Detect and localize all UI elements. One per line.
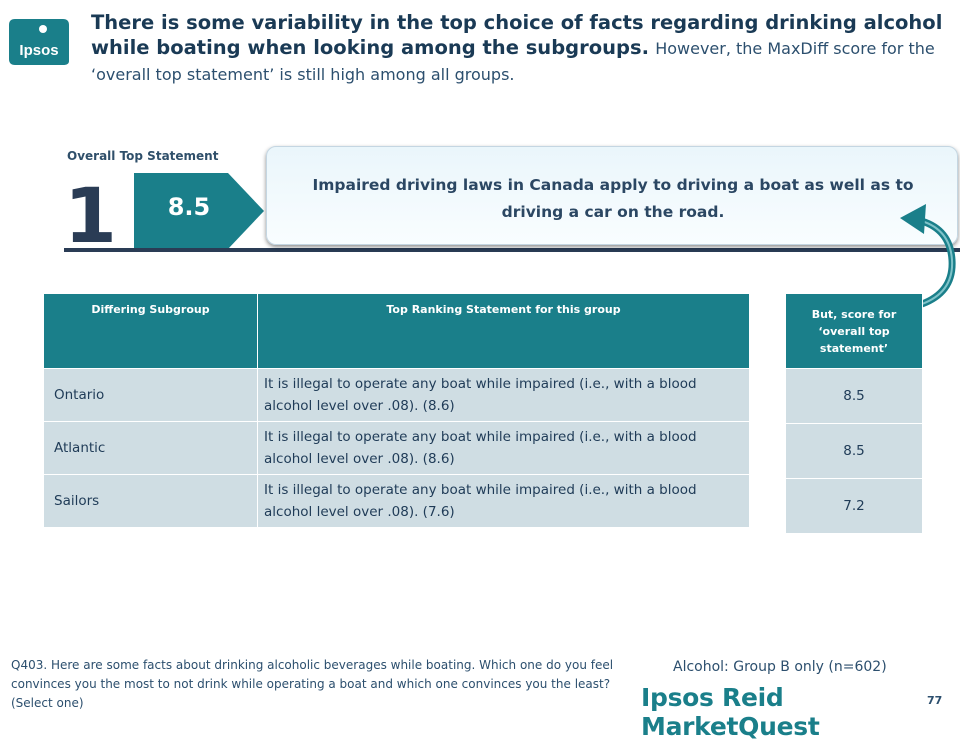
header-overall-score: But, score for ‘overall top statement’ [785,293,923,369]
overall-top-statement-label: Overall Top Statement [67,149,219,163]
overall-score: 8.5 [167,193,211,221]
overall-score-table: But, score for ‘overall top statement’ 8… [785,293,923,534]
rank-number: 1 [64,171,117,260]
subgroup-cell: Sailors [43,474,258,528]
curved-arrow-icon [900,204,956,308]
subgroup-table: Differing Subgroup Top Ranking Statement… [43,293,750,528]
table-row: 8.5 [785,423,923,479]
statement-cell: It is illegal to operate any boat while … [257,368,750,422]
table-row: Atlantic It is illegal to operate any bo… [43,421,750,475]
subgroup-cell: Ontario [43,368,258,422]
svg-text:Ipsos: Ipsos [19,42,58,59]
score-cell: 8.5 [785,423,923,479]
divider-line [64,248,960,252]
table-row: Sailors It is illegal to operate any boa… [43,474,750,528]
page-number: 77 [927,694,943,707]
title-bold: There is some variability in the top cho… [91,11,943,59]
sample-group-note: Alcohol: Group B only (n=602) [673,659,887,675]
header-top-ranking-statement: Top Ranking Statement for this group [257,293,750,369]
overall-statement-text: Impaired driving laws in Canada apply to… [312,176,914,221]
title-regular: However, the MaxDiff score for the ‘over… [91,39,935,84]
score-cell: 7.2 [785,478,923,534]
ipsos-logo: Ipsos [9,19,69,65]
statement-cell: It is illegal to operate any boat while … [257,421,750,475]
table-row: 7.2 [785,478,923,534]
score-arrow-shape [134,173,264,249]
question-footnote: Q403. Here are some facts about drinking… [11,658,614,710]
table-row: 8.5 [785,368,923,424]
statement-cell: It is illegal to operate any boat while … [257,474,750,528]
subgroup-cell: Atlantic [43,421,258,475]
table-row: Ontario It is illegal to operate any boa… [43,368,750,422]
slide-title: There is some variability in the top cho… [91,10,951,87]
header-differing-subgroup: Differing Subgroup [43,293,258,369]
brand-logo-text: Ipsos Reid MarketQuest [641,683,820,741]
overall-statement-box [266,146,958,245]
score-cell: 8.5 [785,368,923,424]
